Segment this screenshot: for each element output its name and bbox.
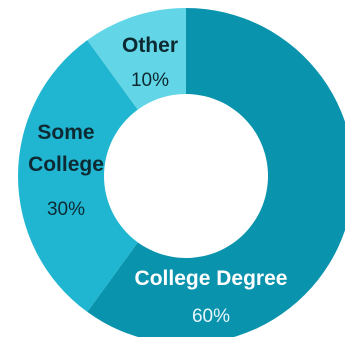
slice-label-some-college: Some College xyxy=(28,121,104,176)
slice-label-other: Other xyxy=(122,34,178,57)
slice-label-college-degree: College Degree xyxy=(135,267,288,290)
slice-some-college xyxy=(17,40,138,312)
slice-other xyxy=(87,8,186,110)
slice-value-college-degree: 60% xyxy=(192,306,230,327)
slice-value-some-college: 30% xyxy=(47,199,85,220)
slice-college-degree xyxy=(87,8,345,337)
slice-value-other: 10% xyxy=(131,70,169,91)
